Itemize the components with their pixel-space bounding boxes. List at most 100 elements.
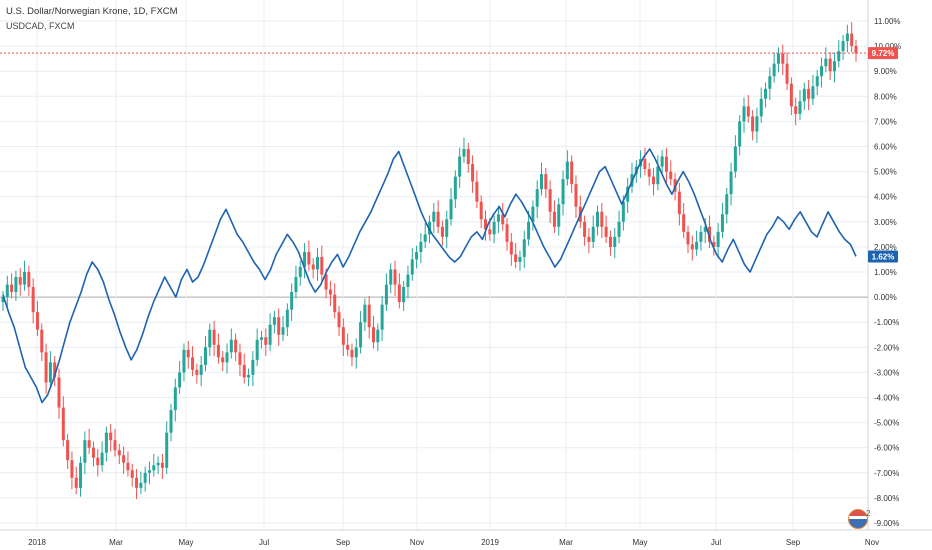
candle-body[interactable]: [225, 352, 229, 363]
candle-body[interactable]: [527, 221, 531, 240]
candle-body[interactable]: [811, 86, 815, 99]
candle-body[interactable]: [5, 284, 9, 298]
candle-body[interactable]: [10, 284, 14, 293]
candle-body[interactable]: [514, 254, 518, 262]
candle-body[interactable]: [686, 231, 690, 245]
candle-body[interactable]: [311, 264, 315, 270]
candle-body[interactable]: [850, 33, 854, 47]
candle-body[interactable]: [596, 211, 600, 227]
candle-body[interactable]: [277, 317, 281, 335]
candle-body[interactable]: [96, 457, 100, 466]
candle-body[interactable]: [229, 339, 233, 353]
candle-body[interactable]: [285, 309, 289, 328]
candle-body[interactable]: [449, 199, 453, 220]
candle-body[interactable]: [453, 176, 457, 200]
candle-body[interactable]: [652, 176, 656, 185]
candle-body[interactable]: [290, 292, 294, 310]
candle-body[interactable]: [540, 174, 544, 190]
candle-body[interactable]: [445, 219, 449, 237]
candle-body[interactable]: [557, 204, 561, 227]
candle-body[interactable]: [66, 440, 70, 461]
candle-body[interactable]: [682, 214, 686, 232]
candle-body[interactable]: [191, 357, 195, 370]
candle-body[interactable]: [152, 465, 156, 471]
candle-body[interactable]: [294, 277, 298, 293]
candle-body[interactable]: [259, 337, 263, 340]
candle-body[interactable]: [234, 339, 238, 353]
candle-body[interactable]: [604, 226, 608, 237]
candle-body[interactable]: [776, 53, 780, 64]
candle-body[interactable]: [436, 211, 440, 227]
candle-body[interactable]: [535, 189, 539, 207]
candle-body[interactable]: [79, 462, 83, 488]
candle-body[interactable]: [440, 226, 444, 237]
candle-body[interactable]: [621, 201, 625, 222]
candle-body[interactable]: [147, 470, 151, 473]
candle-body[interactable]: [371, 327, 376, 343]
candle-body[interactable]: [247, 374, 251, 378]
candle-body[interactable]: [268, 324, 272, 345]
candle-body[interactable]: [328, 289, 332, 295]
candle-body[interactable]: [410, 259, 414, 275]
candle-body[interactable]: [669, 171, 673, 180]
candle-body[interactable]: [238, 352, 242, 365]
candle-body[interactable]: [815, 76, 819, 87]
candle-body[interactable]: [695, 241, 699, 250]
candle-body[interactable]: [281, 327, 285, 335]
candle-body[interactable]: [725, 194, 729, 215]
candle-body[interactable]: [324, 274, 328, 290]
candle-body[interactable]: [203, 347, 207, 365]
candle-body[interactable]: [548, 189, 552, 212]
candle-body[interactable]: [27, 272, 31, 288]
candle-body[interactable]: [367, 304, 371, 328]
candle-body[interactable]: [384, 284, 388, 305]
candle-body[interactable]: [169, 410, 173, 433]
candle-body[interactable]: [475, 181, 479, 202]
candle-body[interactable]: [307, 251, 311, 265]
candle-body[interactable]: [350, 349, 354, 358]
candle-body[interactable]: [751, 116, 755, 132]
candle-body[interactable]: [742, 106, 746, 122]
candle-body[interactable]: [690, 244, 694, 250]
candle-body[interactable]: [570, 161, 574, 185]
candle-body[interactable]: [298, 266, 302, 278]
candle-body[interactable]: [824, 58, 828, 67]
candle-body[interactable]: [854, 46, 858, 54]
candle-body[interactable]: [195, 369, 199, 375]
candle-body[interactable]: [626, 186, 630, 202]
candle-body[interactable]: [14, 277, 18, 293]
candle-body[interactable]: [186, 349, 190, 358]
candle-body[interactable]: [729, 171, 733, 195]
candle-body[interactable]: [143, 472, 147, 483]
candle-body[interactable]: [794, 106, 798, 114]
candle-body[interactable]: [613, 236, 617, 247]
candle-body[interactable]: [74, 477, 78, 488]
candle-body[interactable]: [178, 372, 182, 388]
candle-body[interactable]: [647, 169, 651, 177]
candle-body[interactable]: [471, 164, 475, 182]
candle-body[interactable]: [48, 362, 52, 383]
candle-body[interactable]: [600, 211, 604, 227]
candle-body[interactable]: [505, 224, 509, 242]
candle-body[interactable]: [354, 347, 358, 358]
candle-body[interactable]: [789, 83, 793, 107]
candle-body[interactable]: [208, 329, 212, 348]
candle-body[interactable]: [656, 166, 660, 185]
candle-body[interactable]: [104, 432, 108, 453]
compare-series-line[interactable]: [2, 148, 857, 404]
candle-body[interactable]: [764, 88, 768, 99]
candle-body[interactable]: [23, 272, 27, 285]
candle-body[interactable]: [53, 362, 57, 378]
candle-body[interactable]: [173, 387, 177, 411]
candle-body[interactable]: [828, 58, 832, 72]
candle-body[interactable]: [1, 297, 5, 303]
candle-body[interactable]: [837, 51, 841, 62]
candle-body[interactable]: [139, 482, 143, 488]
candle-body[interactable]: [44, 352, 48, 383]
candle-body[interactable]: [591, 226, 595, 242]
candle-body[interactable]: [677, 191, 681, 215]
candle-body[interactable]: [264, 337, 268, 345]
candle-body[interactable]: [83, 440, 87, 463]
candle-body[interactable]: [583, 221, 587, 237]
